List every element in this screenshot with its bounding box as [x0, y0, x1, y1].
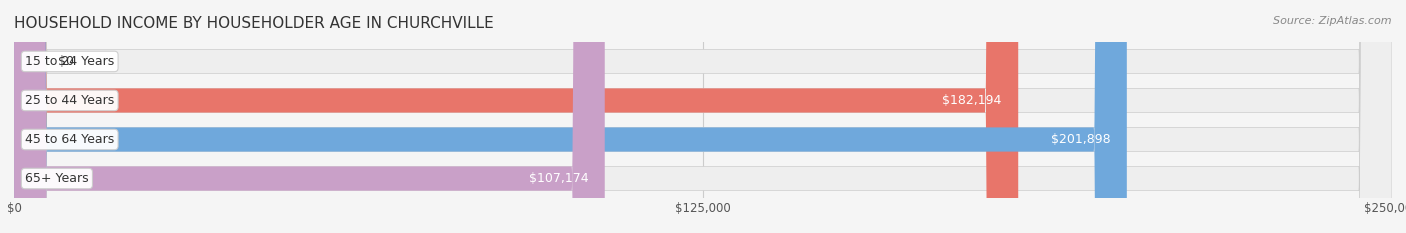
Text: 45 to 64 Years: 45 to 64 Years — [25, 133, 114, 146]
Text: 25 to 44 Years: 25 to 44 Years — [25, 94, 114, 107]
FancyBboxPatch shape — [14, 0, 605, 233]
Text: 65+ Years: 65+ Years — [25, 172, 89, 185]
Text: HOUSEHOLD INCOME BY HOUSEHOLDER AGE IN CHURCHVILLE: HOUSEHOLD INCOME BY HOUSEHOLDER AGE IN C… — [14, 16, 494, 31]
FancyBboxPatch shape — [14, 0, 1126, 233]
Text: $182,194: $182,194 — [942, 94, 1001, 107]
Text: $201,898: $201,898 — [1050, 133, 1111, 146]
FancyBboxPatch shape — [14, 0, 1392, 233]
Text: $107,174: $107,174 — [529, 172, 588, 185]
Text: Source: ZipAtlas.com: Source: ZipAtlas.com — [1274, 16, 1392, 26]
Text: 15 to 24 Years: 15 to 24 Years — [25, 55, 114, 68]
FancyBboxPatch shape — [14, 0, 1392, 233]
FancyBboxPatch shape — [14, 0, 1392, 233]
FancyBboxPatch shape — [14, 0, 1018, 233]
FancyBboxPatch shape — [14, 0, 1392, 233]
Text: $0: $0 — [58, 55, 75, 68]
